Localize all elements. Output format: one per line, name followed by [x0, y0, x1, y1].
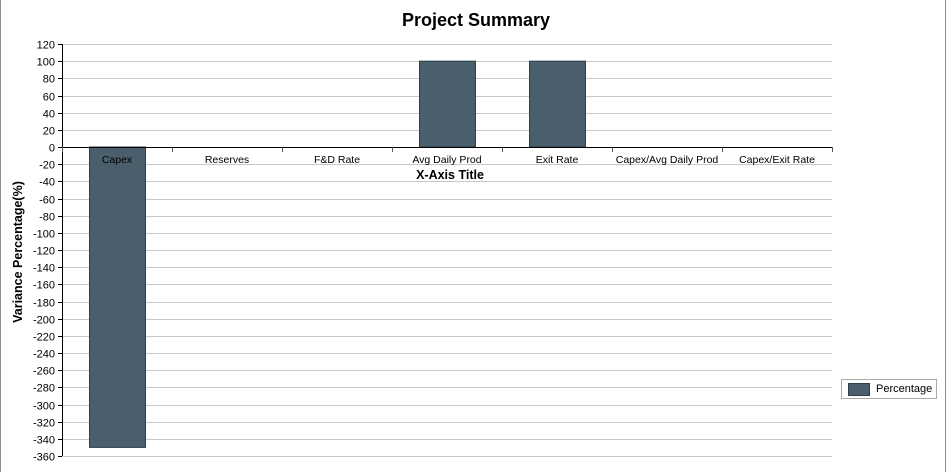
x-category-label: Avg Daily Prod	[412, 154, 481, 166]
bar	[89, 146, 146, 448]
y-tick-label: -100	[33, 229, 55, 241]
bars	[89, 60, 586, 448]
x-category-label: Capex	[102, 154, 133, 166]
y-tick-label: -140	[33, 263, 55, 275]
y-axis-title: Variance Percentage(%)	[11, 181, 25, 323]
y-tick-label: -200	[33, 315, 55, 327]
y-tick-label: 20	[43, 126, 55, 138]
bar	[419, 60, 476, 148]
y-tick-label: 0	[49, 143, 55, 155]
y-tick-label: -120	[33, 246, 55, 258]
y-tick-label: -160	[33, 280, 55, 292]
y-tick-label: -80	[39, 212, 55, 224]
legend: Percentage	[841, 379, 937, 399]
chart-title: Project Summary	[402, 10, 550, 30]
x-axis-title: X-Axis Title	[416, 168, 484, 182]
x-category-label: Reserves	[205, 154, 249, 166]
y-tick-label: -220	[33, 332, 55, 344]
y-tick-label: -280	[33, 383, 55, 395]
y-tick-label: -180	[33, 298, 55, 310]
y-tick-label: 40	[43, 109, 55, 121]
y-tick-label: 60	[43, 92, 55, 104]
y-tick-label: -260	[33, 366, 55, 378]
y-tick-label: 100	[37, 57, 55, 69]
y-tick-label: -240	[33, 349, 55, 361]
x-category-label: Exit Rate	[536, 154, 579, 166]
y-tick-label: -320	[33, 418, 55, 430]
y-tick-label: -20	[39, 160, 55, 172]
x-axis-categories: Capex Reserves F&D Rate Avg Daily Prod Exit …	[102, 154, 815, 166]
bar	[529, 60, 586, 148]
y-tick-label: -300	[33, 401, 55, 413]
x-category-label: Capex/Avg Daily Prod	[616, 154, 719, 166]
legend-swatch	[848, 382, 870, 396]
y-tick-label: -340	[33, 435, 55, 447]
y-tick-label: -40	[39, 177, 55, 189]
y-tick-label: 80	[43, 74, 55, 86]
x-category-label: Capex/Exit Rate	[739, 154, 815, 166]
y-tick-label: 120	[37, 40, 55, 52]
y-tick-label: -360	[33, 452, 55, 464]
axes	[62, 44, 833, 456]
y-axis-ticks: 120 100 80 60 40 20 0 -20 -40 -60 -80 -100 -120 -140 -…	[33, 40, 62, 464]
y-tick-label: -60	[39, 195, 55, 207]
x-category-label: F&D Rate	[314, 154, 360, 166]
legend-label: Percentage	[876, 383, 933, 395]
window-frame-left	[0, 0, 1, 472]
